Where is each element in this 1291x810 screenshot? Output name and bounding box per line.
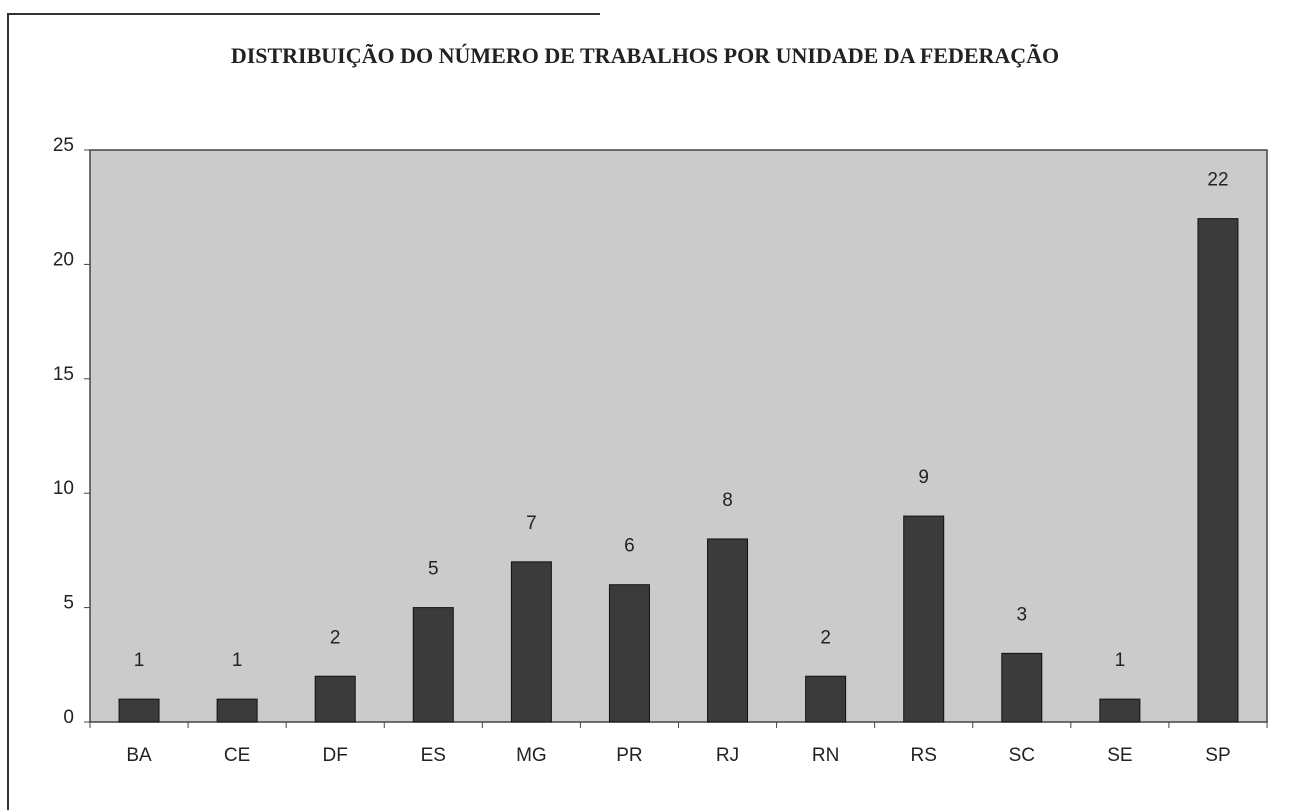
bar bbox=[903, 515, 945, 723]
bar bbox=[707, 538, 749, 723]
chart-title: DISTRIBUIÇÃO DO NÚMERO DE TRABALHOS POR … bbox=[231, 43, 1059, 68]
data-label: 9 bbox=[918, 467, 929, 488]
bar bbox=[118, 698, 160, 723]
data-label: 7 bbox=[526, 513, 537, 534]
x-tick-label: RN bbox=[812, 745, 839, 766]
y-tick-label: 5 bbox=[63, 593, 74, 614]
bar bbox=[412, 607, 454, 723]
bar bbox=[608, 584, 650, 723]
x-tick-label: SP bbox=[1205, 745, 1230, 766]
bar bbox=[510, 561, 552, 723]
bar bbox=[314, 675, 356, 723]
x-tick-label: CE bbox=[224, 745, 250, 766]
data-label: 2 bbox=[820, 627, 831, 648]
y-tick-label: 10 bbox=[53, 478, 74, 499]
x-tick-label: SC bbox=[1009, 745, 1035, 766]
y-tick-label: 20 bbox=[53, 249, 74, 270]
x-tick-label: DF bbox=[323, 745, 348, 766]
y-tick-label: 15 bbox=[53, 364, 74, 385]
bar bbox=[1001, 652, 1043, 723]
data-label: 3 bbox=[1017, 604, 1028, 625]
bar bbox=[1099, 698, 1141, 723]
data-label: 1 bbox=[134, 650, 145, 671]
x-tick-label: RJ bbox=[716, 745, 739, 766]
data-label: 8 bbox=[722, 490, 733, 511]
data-label: 22 bbox=[1207, 170, 1228, 191]
x-tick-label: ES bbox=[421, 745, 446, 766]
y-tick-label: 0 bbox=[63, 707, 74, 728]
bar bbox=[805, 675, 847, 723]
x-tick-label: BA bbox=[126, 745, 152, 766]
frame bbox=[7, 13, 600, 810]
x-tick-label: RS bbox=[911, 745, 937, 766]
data-label: 2 bbox=[330, 627, 341, 648]
x-tick-label: PR bbox=[616, 745, 642, 766]
x-tick-label: SE bbox=[1107, 745, 1132, 766]
data-label: 1 bbox=[232, 650, 243, 671]
x-tick-label: MG bbox=[516, 745, 547, 766]
bar bbox=[216, 698, 258, 723]
y-tick-label: 25 bbox=[53, 135, 74, 156]
data-label: 6 bbox=[624, 536, 635, 557]
data-label: 1 bbox=[1115, 650, 1126, 671]
data-label: 5 bbox=[428, 559, 439, 580]
plot-area bbox=[89, 149, 1268, 723]
bar bbox=[1197, 218, 1239, 723]
